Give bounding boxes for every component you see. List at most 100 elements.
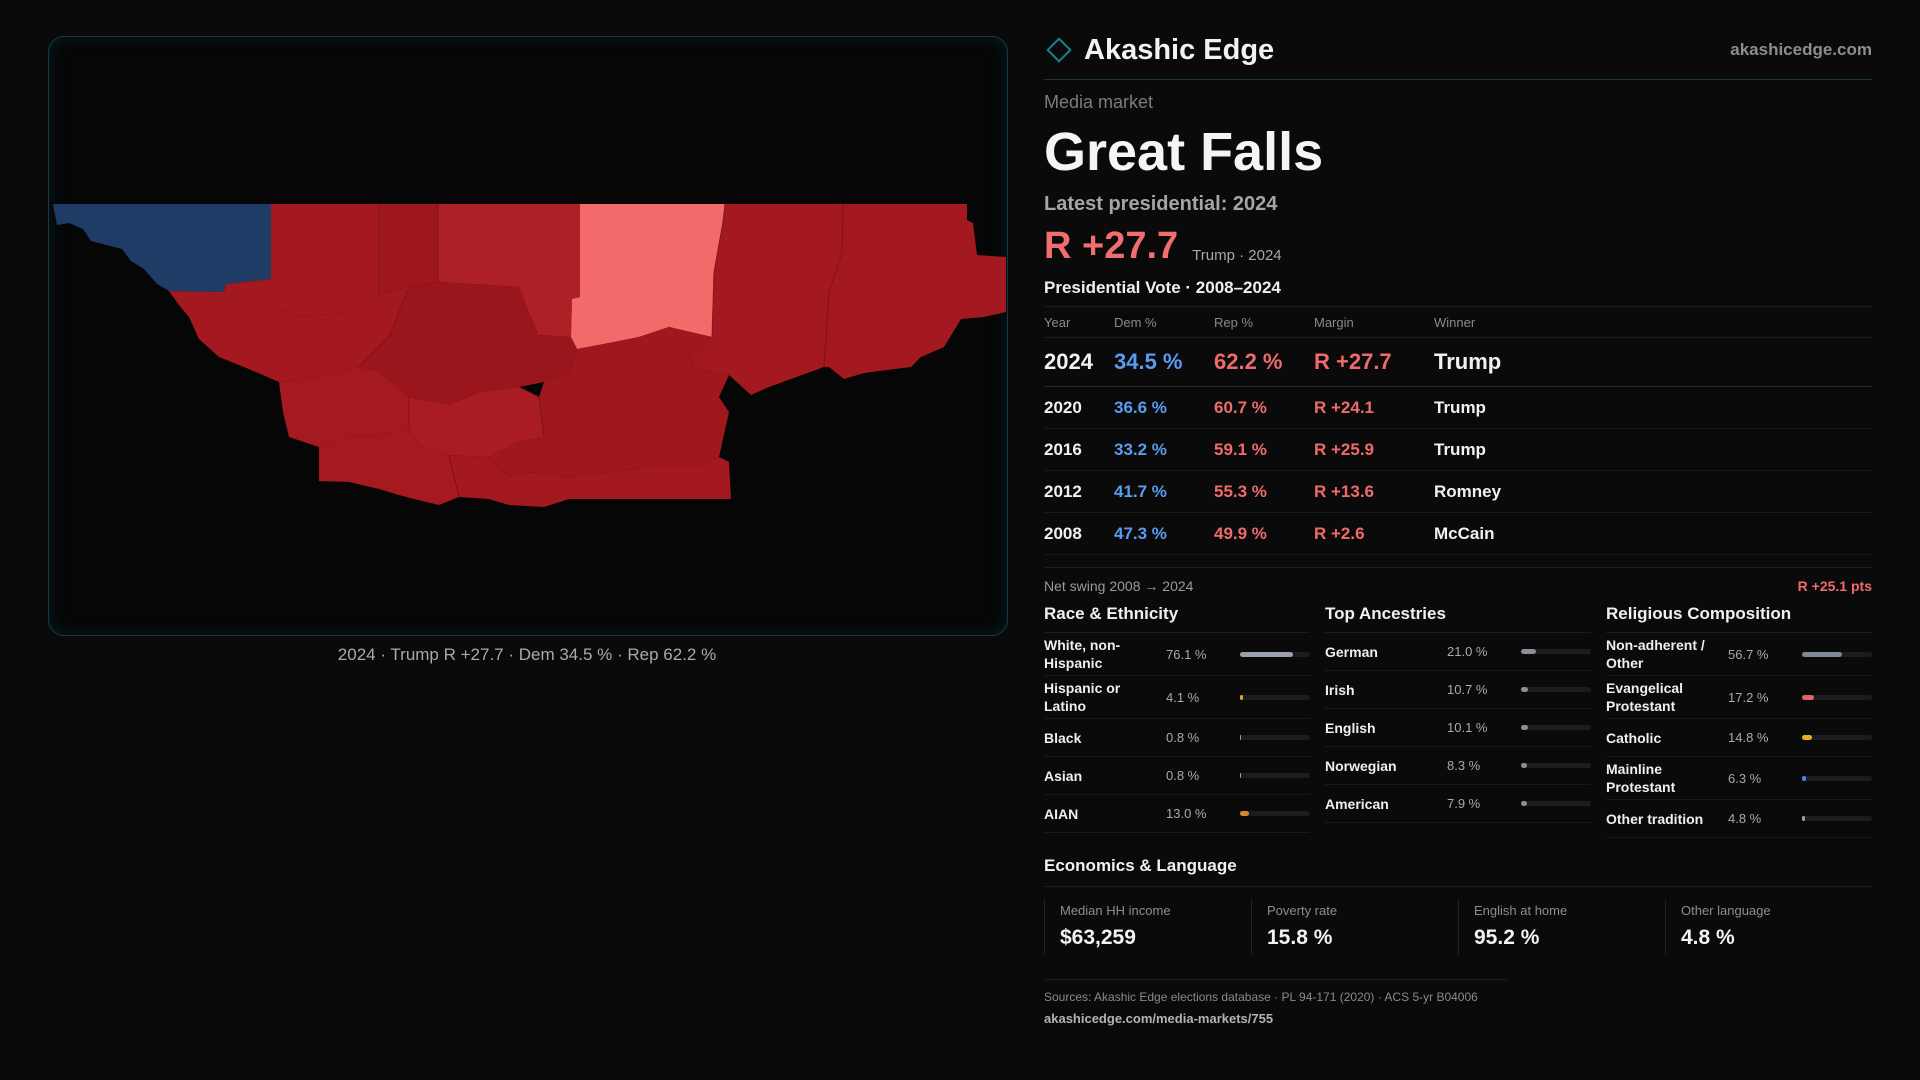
year-cell: 2020 xyxy=(1044,397,1082,417)
item-name: Irish xyxy=(1325,681,1355,698)
county-rep-1[interactable] xyxy=(271,204,379,317)
share-bar xyxy=(1521,687,1591,692)
item-name: Hispanic or Latino xyxy=(1044,680,1121,714)
item-percent: 4.1 % xyxy=(1166,689,1200,705)
share-bar xyxy=(1240,773,1310,778)
share-bar xyxy=(1521,649,1591,654)
list-item[interactable]: Other tradition 4.8 % xyxy=(1606,800,1872,838)
list-item[interactable]: Irish 10.7 % xyxy=(1325,671,1591,709)
item-percent: 10.1 % xyxy=(1447,720,1488,735)
county-rep-2[interactable] xyxy=(379,204,438,295)
county-rep-light[interactable] xyxy=(571,204,725,349)
rep-cell: 59.1 % xyxy=(1214,439,1267,459)
brand-title: Akashic Edge xyxy=(1084,33,1275,66)
share-bar xyxy=(1240,735,1310,740)
item-percent: 0.8 % xyxy=(1166,730,1200,745)
headline-margin: R +27.7 Trump · 2024 xyxy=(1044,224,1872,268)
county-rep-6[interactable] xyxy=(169,279,409,382)
vote-table-header: Year Dem % Rep % Margin Winner xyxy=(1044,307,1872,338)
dem-cell: 34.5 % xyxy=(1114,349,1183,374)
share-bar-fill xyxy=(1521,725,1529,730)
source-link[interactable]: akashicedge.com/media-markets/755 xyxy=(1044,1011,1274,1026)
table-row[interactable]: 2008 47.3 % 49.9 % R +2.6 McCain xyxy=(1044,513,1872,555)
brand-url-link[interactable]: akashicedge.com xyxy=(1730,40,1872,59)
margin-cell: R +27.7 xyxy=(1314,349,1392,374)
list-item[interactable]: AIAN 13.0 % xyxy=(1044,795,1310,833)
share-bar-fill xyxy=(1802,816,1806,821)
diamond-logo-icon xyxy=(1046,37,1072,63)
item-name: Asian xyxy=(1044,767,1083,784)
margin-cell: R +24.1 xyxy=(1314,397,1375,417)
page-title: Great Falls xyxy=(1044,122,1324,182)
econ-value: 15.8 % xyxy=(1267,926,1333,949)
item-name: Mainline Protestant xyxy=(1606,761,1676,795)
item-name: Non-adherent / Other xyxy=(1606,637,1705,671)
share-bar xyxy=(1802,735,1872,740)
list-item[interactable]: Evangelical Protestant 17.2 % xyxy=(1606,676,1872,719)
share-bar-fill xyxy=(1802,651,1842,657)
county-rep-5[interactable] xyxy=(824,204,1006,379)
share-bar-fill xyxy=(1521,763,1527,768)
county-rep-3[interactable] xyxy=(438,204,580,337)
county-rep-9[interactable] xyxy=(409,387,544,457)
county-borders xyxy=(358,203,844,498)
sources: Sources: Akashic Edge elections database… xyxy=(1044,979,1508,1026)
list-item[interactable]: Norwegian 8.3 % xyxy=(1325,747,1591,785)
margin-cell: R +2.6 xyxy=(1314,523,1365,543)
share-bar-fill xyxy=(1802,775,1807,781)
item-name: White, non-Hispanic xyxy=(1044,637,1121,671)
vote-table: Year Dem % Rep % Margin Winner 2024 34.5… xyxy=(1044,306,1872,555)
table-row[interactable]: 2024 34.5 % 62.2 % R +27.7 Trump xyxy=(1044,338,1872,387)
item-name: Catholic xyxy=(1606,729,1662,746)
list-item[interactable]: Asian 0.8 % xyxy=(1044,757,1310,795)
brand[interactable]: Akashic Edge xyxy=(1044,34,1274,67)
margin-subtitle: Trump · 2024 xyxy=(1192,247,1282,264)
list-item[interactable]: Black 0.8 % xyxy=(1044,719,1310,757)
share-bar xyxy=(1802,816,1872,821)
dem-cell: 47.3 % xyxy=(1114,523,1167,543)
year-cell: 2024 xyxy=(1044,349,1093,374)
econ-label: English at home xyxy=(1474,903,1568,918)
share-bar xyxy=(1240,694,1310,700)
list-item[interactable]: English 10.1 % xyxy=(1325,709,1591,747)
county-rep-12[interactable] xyxy=(319,429,459,505)
item-percent: 14.8 % xyxy=(1728,730,1769,745)
county-map[interactable] xyxy=(49,37,1007,635)
list-item[interactable]: Catholic 14.8 % xyxy=(1606,719,1872,757)
county-dem-northwest[interactable] xyxy=(53,204,271,292)
item-percent: 76.1 % xyxy=(1166,646,1207,662)
col-margin: Margin xyxy=(1314,314,1354,330)
list-item[interactable]: Mainline Protestant 6.3 % xyxy=(1606,757,1872,800)
county-rep-4[interactable] xyxy=(689,204,843,395)
market-kicker: Media market xyxy=(1044,92,1154,112)
table-row[interactable]: 2020 36.6 % 60.7 % R +24.1 Trump xyxy=(1044,387,1872,429)
share-bar-fill xyxy=(1240,694,1243,700)
list-item[interactable]: American 7.9 % xyxy=(1325,785,1591,823)
item-percent: 7.9 % xyxy=(1447,796,1481,811)
table-row[interactable]: 2016 33.2 % 59.1 % R +25.9 Trump xyxy=(1044,429,1872,471)
county-rep-10[interactable] xyxy=(489,327,729,477)
demographics: Race & Ethnicity White, non-Hispanic 76.1… xyxy=(1044,604,1872,838)
vote-table-title: Presidential Vote · 2008–2024 xyxy=(1044,278,1281,297)
table-row[interactable]: 2012 41.7 % 55.3 % R +13.6 Romney xyxy=(1044,471,1872,513)
list-item[interactable]: Non-adherent / Other 56.7 % xyxy=(1606,633,1872,676)
winner-cell: McCain xyxy=(1434,523,1495,543)
county-rep-8[interactable] xyxy=(279,367,409,447)
county-rep-11[interactable] xyxy=(449,455,731,507)
winner-cell: Trump xyxy=(1434,349,1502,374)
net-swing: Net swing 2008 → 2024 R +25.1 pts xyxy=(1044,567,1872,594)
county-map-panel[interactable] xyxy=(48,36,1008,636)
item-name: Black xyxy=(1044,729,1082,746)
share-bar xyxy=(1240,651,1310,657)
list-item[interactable]: German 21.0 % xyxy=(1325,633,1591,671)
detail-panel: Akashic Edge akashicedge.com Media marke… xyxy=(1044,30,1872,1026)
econ-cell-other-language: Other language 4.8 % xyxy=(1665,899,1872,955)
ancestry-title: Top Ancestries xyxy=(1325,604,1591,633)
list-item[interactable]: Hispanic or Latino 4.1 % xyxy=(1044,676,1310,719)
econ-cell-income: Median HH income $63,259 xyxy=(1044,899,1251,955)
econ-label: Other language xyxy=(1681,903,1771,918)
item-percent: 10.7 % xyxy=(1447,682,1488,697)
list-item[interactable]: White, non-Hispanic 76.1 % xyxy=(1044,633,1310,676)
county-rep-7[interactable] xyxy=(359,282,577,405)
item-name: American xyxy=(1325,795,1389,812)
